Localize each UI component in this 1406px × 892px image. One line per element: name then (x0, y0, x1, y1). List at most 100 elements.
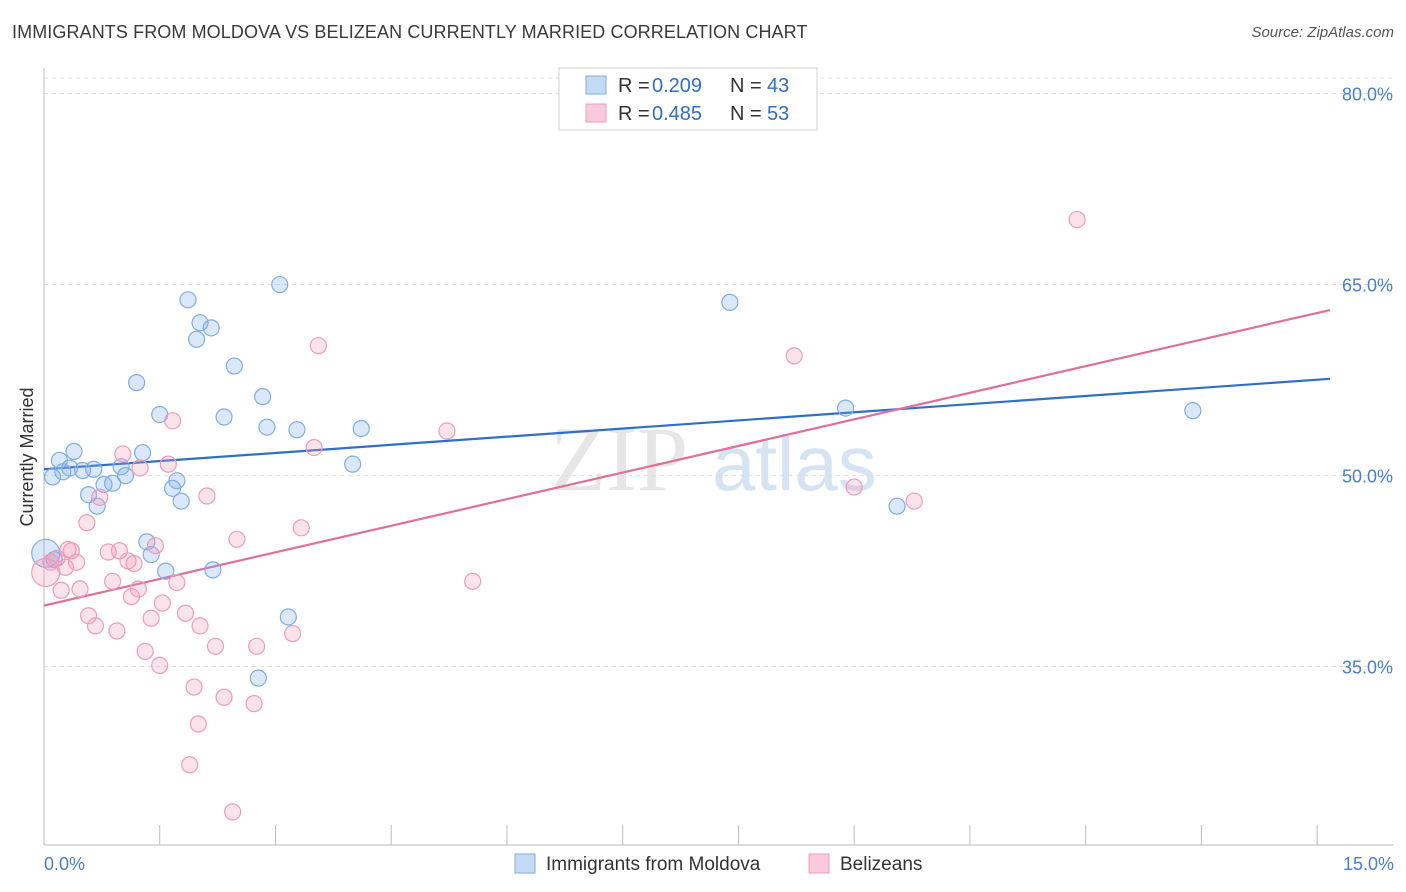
point-moldova (225, 357, 243, 375)
point-belizeans (159, 455, 177, 473)
point-moldova (837, 399, 855, 417)
point-moldova (279, 608, 297, 626)
y-axis-title: Currently Married (17, 387, 37, 526)
point-belizeans (845, 478, 863, 496)
point-belizeans (245, 695, 263, 713)
series-legend: Immigrants from Moldova Belizeans (514, 853, 922, 875)
point-moldova (344, 455, 362, 473)
point-belizeans (125, 554, 143, 573)
point-moldova (65, 442, 83, 461)
point-belizeans (168, 574, 186, 592)
point-belizeans (71, 580, 89, 598)
point-moldova (112, 458, 130, 476)
y-tick-label: 35.0% (1342, 658, 1393, 678)
point-belizeans (136, 642, 154, 660)
point-moldova (85, 460, 103, 478)
bottom-legend-label-moldova: Immigrants from Moldova (546, 854, 761, 875)
point-belizeans (146, 537, 165, 555)
bottom-legend-label-belizeans: Belizeans (840, 854, 922, 875)
trend-line-moldova (43, 377, 1331, 471)
x-tick-label-max: 15.0% (1343, 854, 1394, 874)
source-label: Source: ZipAtlas.com (1251, 24, 1394, 41)
point-belizeans (181, 756, 199, 774)
point-moldova (142, 545, 160, 564)
bottom-legend-swatch-moldova (514, 853, 536, 874)
point-moldova (157, 562, 175, 580)
point-moldova (258, 418, 276, 436)
legend-r-value-moldova: 0.209 (652, 75, 702, 97)
point-belizeans (103, 572, 122, 590)
point-belizeans (224, 803, 242, 821)
point-belizeans (198, 487, 216, 505)
point-moldova (43, 468, 62, 486)
point-moldova (271, 275, 289, 294)
point-moldova (103, 474, 122, 492)
point-belizeans (129, 580, 147, 598)
point-moldova (721, 293, 739, 311)
point-belizeans (464, 572, 482, 590)
point-belizeans (79, 607, 98, 625)
point-belizeans (206, 637, 225, 655)
y-tick-label: 80.0% (1342, 84, 1393, 104)
point-moldova (254, 388, 272, 406)
point-belizeans (151, 656, 169, 674)
point-moldova (95, 475, 113, 494)
legend-n-value-belizeans: 53 (767, 103, 789, 125)
point-moldova (179, 291, 197, 309)
legend-n-label-moldova: N = (730, 75, 762, 97)
point-belizeans (785, 347, 803, 365)
point-belizeans (56, 558, 75, 576)
legend-swatch-moldova (585, 75, 607, 95)
point-moldova (133, 444, 152, 462)
legend-r-label-belizeans: R = (618, 103, 650, 125)
point-belizeans (67, 553, 86, 571)
point-belizeans (189, 715, 207, 733)
point-moldova (168, 472, 186, 490)
point-belizeans (142, 609, 160, 627)
point-belizeans (91, 488, 109, 506)
y-tick-label: 65.0% (1342, 276, 1393, 296)
y-tick-label: 50.0% (1342, 467, 1393, 487)
point-belizeans (52, 581, 70, 599)
point-moldova (61, 459, 79, 477)
legend-swatch-belizeans (585, 103, 607, 123)
point-moldova (204, 561, 222, 579)
point-belizeans (905, 492, 923, 510)
point-moldova (127, 374, 146, 392)
trend-line-belizeans (43, 308, 1331, 607)
watermark-zip: ZIP (550, 408, 688, 510)
legend-r-label-moldova: R = (618, 75, 650, 97)
point-belizeans (164, 412, 182, 430)
point-moldova (202, 319, 220, 337)
chart-title: IMMIGRANTS FROM MOLDOVA VS BELIZEAN CURR… (12, 22, 808, 42)
point-belizeans (215, 688, 233, 706)
point-moldova (138, 533, 156, 551)
bottom-legend-swatch-belizeans (808, 853, 830, 874)
point-belizeans (108, 622, 126, 640)
point-belizeans (153, 594, 171, 612)
point-moldova (116, 467, 135, 485)
point-moldova (215, 408, 233, 426)
x-tick-label-min: 0.0% (44, 854, 85, 874)
legend-n-value-moldova: 43 (767, 75, 789, 97)
legend-r-value-belizeans: 0.485 (652, 103, 702, 125)
point-belizeans (185, 678, 203, 696)
point-belizeans (48, 549, 66, 568)
point-moldova (249, 669, 267, 687)
point-moldova (352, 419, 370, 438)
point-moldova (888, 497, 906, 515)
point-belizeans (248, 637, 266, 655)
point-moldova (1184, 402, 1202, 420)
point-belizeans (131, 459, 149, 477)
point-belizeans (114, 445, 132, 463)
point-moldova (172, 492, 190, 510)
point-belizeans (1068, 210, 1086, 229)
point-belizeans (176, 604, 195, 622)
point-belizeans (305, 438, 323, 457)
correlation-legend: R = 0.209 N = 43 R = 0.485 N = 53 (558, 67, 818, 131)
point-moldova (79, 486, 98, 504)
legend-n-label-belizeans: N = (730, 103, 762, 125)
point-belizeans (191, 617, 209, 635)
point-belizeans (292, 519, 310, 537)
